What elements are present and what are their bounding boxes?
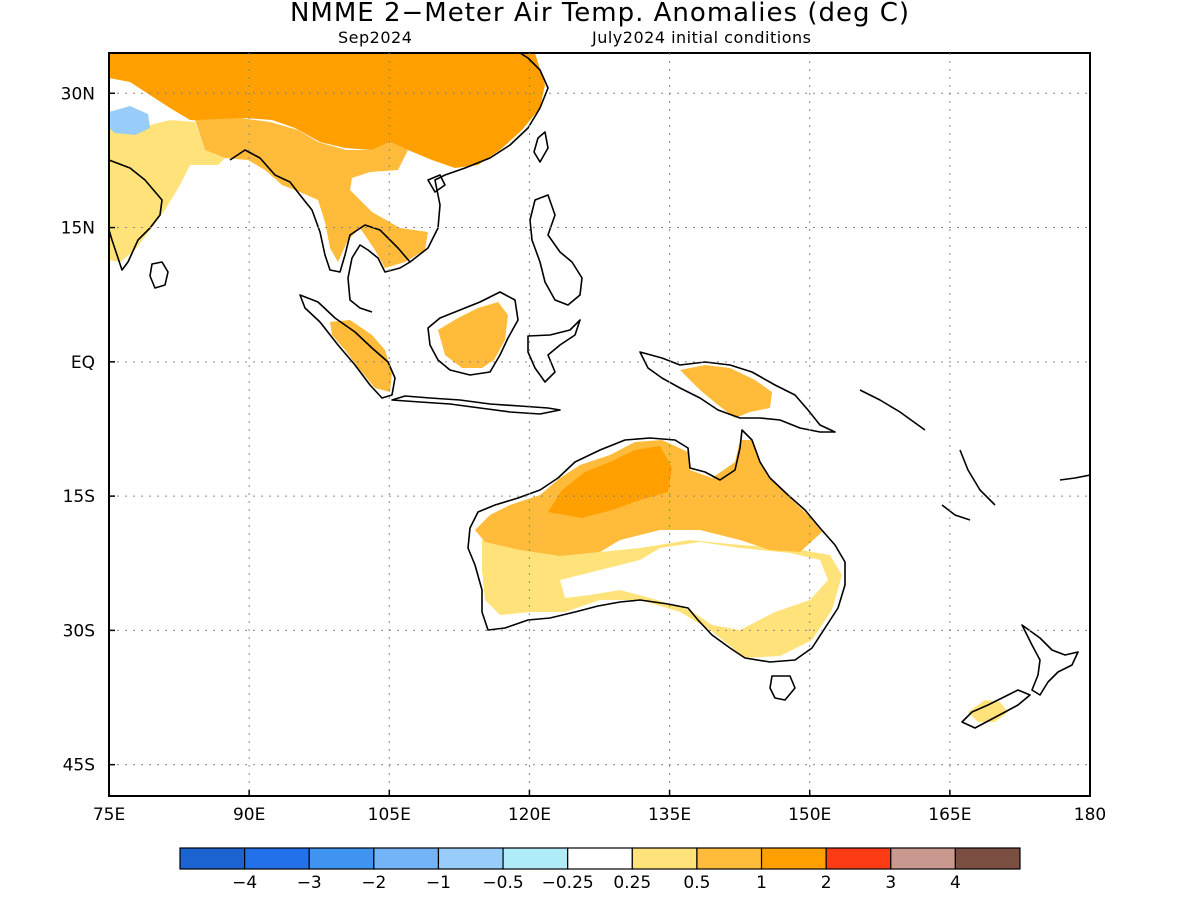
colorbar-label: −1 <box>426 873 451 893</box>
coastline-tasmania <box>769 675 796 701</box>
x-tick-label: 135E <box>648 805 691 825</box>
colorbar-label: 0.5 <box>683 873 710 893</box>
colorbar-swatch <box>825 847 892 870</box>
x-tick-label: 150E <box>788 805 831 825</box>
colorbar-swatch <box>437 847 504 870</box>
y-tick-label: 30S <box>63 621 95 641</box>
y-tick-label: EQ <box>71 353 95 373</box>
coastline-mainland-se-asia <box>229 149 411 313</box>
map-title: NMME 2−Meter Air Temp. Anomalies (deg C) <box>289 0 911 28</box>
colorbar-label: 4 <box>950 873 961 893</box>
coastline-philippines <box>529 194 583 306</box>
colorbar-swatch <box>373 847 440 870</box>
colorbar-swatch <box>954 847 1021 870</box>
colorbar-label: 0.25 <box>613 873 651 893</box>
coastline-india <box>109 159 163 271</box>
colorbar-swatch <box>244 847 310 870</box>
coastline-taiwan <box>533 131 549 163</box>
x-tick-label: 120E <box>508 805 551 825</box>
colorbar-swatch <box>696 847 763 870</box>
y-tick-label: 45S <box>63 756 95 776</box>
colorbar-label: −4 <box>232 873 257 893</box>
anomaly-region-nw-australia <box>548 446 672 518</box>
y-tick-label: 15N <box>61 219 95 239</box>
anomaly-region-india <box>109 120 225 262</box>
colorbar-swatch <box>890 847 956 870</box>
coastline-java <box>391 395 561 415</box>
anomaly-shading <box>109 53 1008 722</box>
x-tick-label: 90E <box>233 805 265 825</box>
coastline-vanuatu-fiji <box>959 449 1090 506</box>
anomaly-region-indochina <box>195 118 428 268</box>
colorbar-swatch <box>631 847 698 870</box>
coastline-australia <box>467 429 846 663</box>
x-tick-label: 165E <box>928 805 971 825</box>
initial-conditions-label: July2024 initial conditions <box>592 28 812 47</box>
colorbar-label: −2 <box>361 873 386 893</box>
colorbar-swatch <box>567 847 633 870</box>
anomaly-region-sumatra <box>330 320 392 392</box>
colorbar-label: 1 <box>756 873 767 893</box>
colorbar-swatch <box>502 847 569 870</box>
coastlines <box>109 53 1090 729</box>
x-tick-label: 105E <box>368 805 411 825</box>
axis-ticks: 75E 90E 105E 120E 135E 150E 165E 180 30N 15N EQ 15S… <box>61 84 1107 825</box>
coastline-sri-lanka <box>149 261 169 289</box>
colorbar-label: 2 <box>821 873 832 893</box>
coastline-solomons <box>859 389 926 431</box>
x-tick-label: 75E <box>93 805 125 825</box>
colorbar-swatch <box>760 847 827 870</box>
anomaly-region-new-guinea <box>680 365 772 418</box>
anomaly-region-tibet <box>109 106 150 135</box>
coastline-sumatra <box>299 294 396 399</box>
coastline-borneo <box>427 291 519 376</box>
x-tick-label: 180 <box>1074 805 1106 825</box>
map-frame <box>108 52 1091 797</box>
coastline-new-guinea <box>639 351 836 433</box>
y-tick-label: 15S <box>63 487 95 507</box>
colorbar-swatch <box>179 847 246 870</box>
coastline-new-caledonia <box>941 504 971 521</box>
colorbar-label: −0.5 <box>482 873 523 893</box>
graticule <box>109 53 1090 796</box>
anomaly-region-borneo <box>438 302 508 368</box>
forecast-month: Sep2024 <box>338 28 413 47</box>
y-tick-label: 30N <box>61 84 95 104</box>
colorbar-label: −3 <box>297 873 322 893</box>
colorbar-label: −0.25 <box>542 873 594 893</box>
colorbar: −4 −3 −2 −1 −0.5 −0.25 0.25 0.5 1 2 3 4 <box>179 847 1021 893</box>
colorbar-swatch <box>308 847 375 870</box>
coastline-sulawesi <box>527 319 581 383</box>
coastline-south-china <box>409 53 549 263</box>
anomaly-region-east-asia <box>109 53 545 168</box>
coastline-nz-south <box>961 689 1031 729</box>
coastline-nz-north <box>1021 624 1079 696</box>
coastline-hainan <box>427 174 446 193</box>
colorbar-label: 3 <box>885 873 896 893</box>
